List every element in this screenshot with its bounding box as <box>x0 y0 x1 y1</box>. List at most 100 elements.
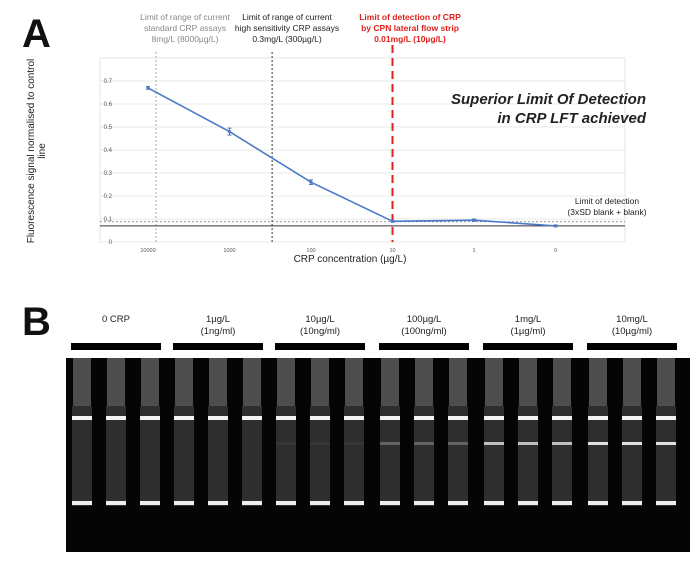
concentration-label: 1µg/L (1ng/ml) <box>168 314 268 338</box>
strip-end-line <box>552 501 572 505</box>
test-line <box>310 442 330 445</box>
data-point <box>472 218 476 222</box>
strip-end-line <box>448 501 468 505</box>
annotation-cpn-lfs: Limit of detection of CRP by CPN lateral… <box>340 12 480 45</box>
control-line <box>208 416 228 420</box>
strip-body <box>140 406 160 506</box>
strip-body <box>552 406 572 506</box>
control-line <box>140 416 160 420</box>
group-bar <box>379 343 469 350</box>
concentration-label-line: 10mg/L <box>616 314 648 325</box>
test-line <box>414 442 434 445</box>
group-bar <box>587 343 677 350</box>
group-bar <box>173 343 263 350</box>
y-tick-label: 0.7 <box>104 79 113 85</box>
panel-b-label: B <box>22 300 51 344</box>
strip-end-line <box>344 501 364 505</box>
concentration-label-line: 100µg/L <box>406 314 442 325</box>
strip-end-line <box>484 501 504 505</box>
strip-body <box>344 406 364 506</box>
x-tick-label: 10000 <box>140 248 155 254</box>
strip-top <box>107 358 125 406</box>
lateral-flow-strip-image <box>66 358 690 552</box>
control-line <box>518 416 538 420</box>
x-tick-label: 1000 <box>223 248 235 254</box>
test-line <box>344 442 364 445</box>
strip-end-line <box>208 501 228 505</box>
strip-top <box>657 358 675 406</box>
annotation-line: 0.3mg/L (300µg/L) <box>252 34 322 44</box>
test-line <box>588 442 608 445</box>
annotation-line: high sensitivity CRP assays <box>234 23 340 33</box>
x-axis-label: CRP concentration (µg/L) <box>293 254 407 265</box>
concentration-label-line: (1ng/ml) <box>200 326 236 337</box>
y-tick-label: 0.3 <box>104 171 113 177</box>
strip-body <box>242 406 262 506</box>
strip-body <box>448 406 468 506</box>
control-line <box>242 416 262 420</box>
panel-a-label: A <box>22 12 51 56</box>
test-line <box>656 442 676 445</box>
strip-body <box>484 406 504 506</box>
strip-body <box>622 406 642 506</box>
annotation-line: standard CRP assays <box>143 23 227 33</box>
strip-top <box>415 358 433 406</box>
headline-line: in CRP LFT achieved <box>497 110 646 127</box>
annotation-line: Limit of detection of CRP <box>359 12 461 22</box>
y-tick-label: 0.6 <box>104 102 113 108</box>
lod-label-line: Limit of detection <box>574 196 640 206</box>
strip-body <box>656 406 676 506</box>
test-line <box>380 442 400 445</box>
control-line <box>656 416 676 420</box>
annotation-standard-assay: Limit of range of current standard CRP a… <box>120 12 250 45</box>
annotation-line: Limit of range of current <box>140 12 230 22</box>
strip-top <box>553 358 571 406</box>
concentration-label: 1mg/L (1µg/ml) <box>478 314 578 338</box>
headline-line: Superior Limit Of Detection <box>450 91 646 108</box>
control-line <box>380 416 400 420</box>
control-line <box>276 416 296 420</box>
control-line <box>484 416 504 420</box>
strip-top <box>345 358 363 406</box>
x-tick-label: 0 <box>554 248 557 254</box>
strip-top <box>175 358 193 406</box>
strip-end-line <box>140 501 160 505</box>
test-line <box>484 442 504 445</box>
x-tick-label: 10 <box>389 248 395 254</box>
strip-body <box>518 406 538 506</box>
strip-end-line <box>106 501 126 505</box>
strip-end-line <box>622 501 642 505</box>
strip-body <box>106 406 126 506</box>
concentration-label: 10mg/L (10µg/ml) <box>582 314 682 338</box>
concentration-label-line: 1µg/L <box>206 314 230 325</box>
strip-end-line <box>380 501 400 505</box>
strip-top <box>73 358 91 406</box>
data-point <box>146 86 150 90</box>
x-tick-label: 1 <box>472 248 475 254</box>
test-line <box>448 442 468 445</box>
concentration-label-line: (100ng/ml) <box>401 326 447 337</box>
strip-end-line <box>174 501 194 505</box>
annotation-high-sensitivity-assay: Limit of range of current high sensitivi… <box>222 12 352 45</box>
concentration-label-line: 10µg/L <box>305 314 335 325</box>
strip-top <box>311 358 329 406</box>
data-point <box>390 219 395 223</box>
strip-end-line <box>242 501 262 505</box>
y-axis-label: Fluorescence signal normalised to contro… <box>26 58 48 244</box>
strip-body <box>414 406 434 506</box>
y-tick-label: 0 <box>109 240 113 246</box>
strip-end-line <box>72 501 92 505</box>
strip-end-line <box>656 501 676 505</box>
strip-end-line <box>518 501 538 505</box>
control-line <box>72 416 92 420</box>
concentration-label-line: 1mg/L <box>514 314 542 325</box>
strip-top <box>141 358 159 406</box>
strip-body <box>276 406 296 506</box>
concentration-label: 100µg/L (100ng/ml) <box>374 314 474 338</box>
lod-label: Limit of detection (3xSD blank + blank) <box>552 196 662 218</box>
concentration-label-line: (1µg/ml) <box>510 326 546 337</box>
y-tick-label: 0.5 <box>104 125 113 131</box>
strip-top <box>243 358 261 406</box>
strip-top <box>209 358 227 406</box>
